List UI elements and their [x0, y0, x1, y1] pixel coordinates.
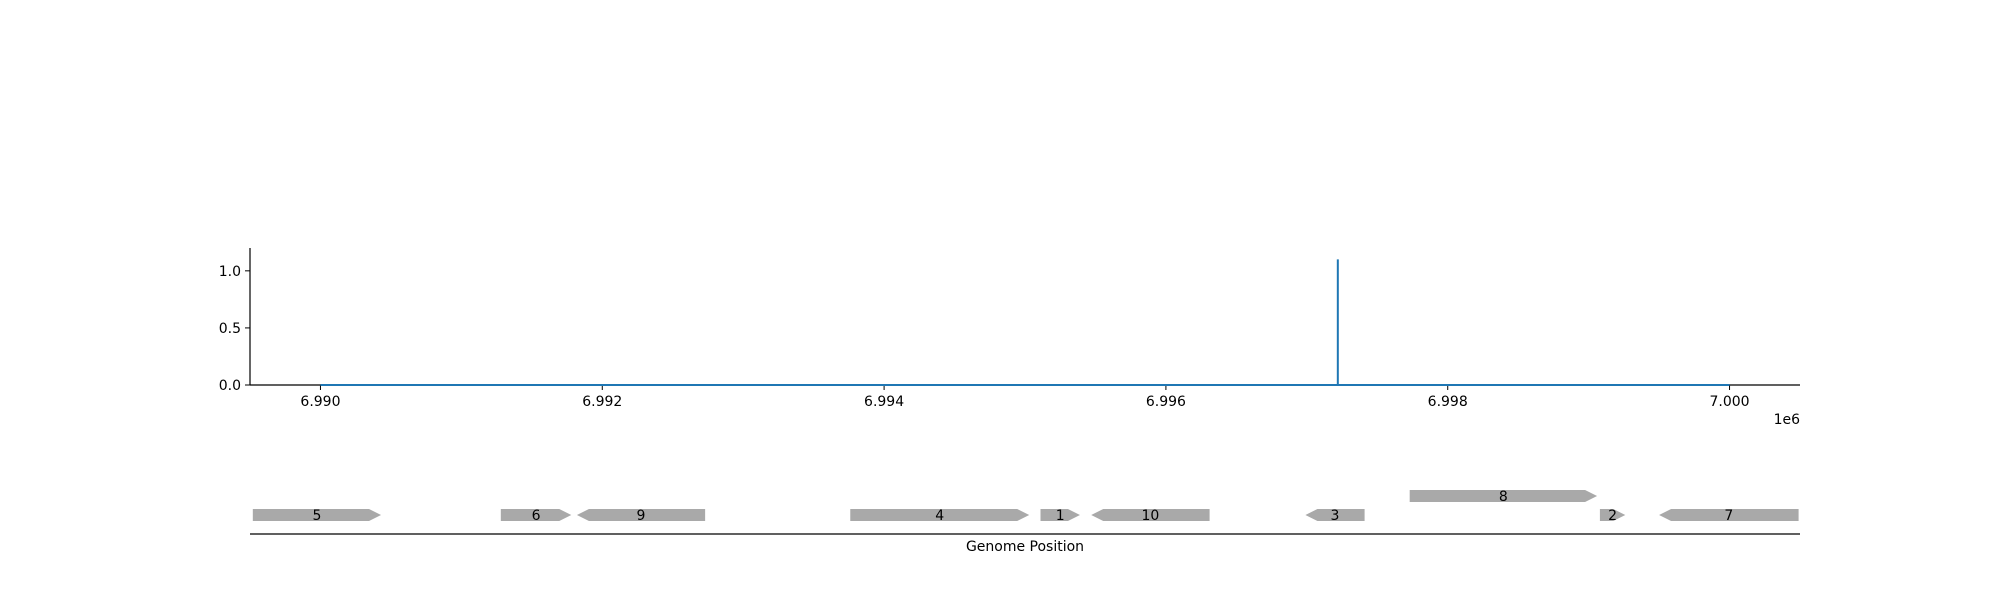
x-tick-label: 6.992 [582, 394, 622, 410]
gene-label: 8 [1499, 489, 1508, 505]
gene-arrow [1659, 509, 1799, 521]
gene-arrow [850, 509, 1030, 521]
coverage-plot: 0.0 0.5 1.0 6.990 6.992 6.994 6.996 6.998 7.000 1… [219, 248, 1800, 428]
y-tick-label: 0.0 [219, 378, 241, 394]
x-offset-label: 1e6 [1774, 412, 1801, 428]
gene-label: 4 [935, 508, 944, 524]
gene-arrow [1040, 509, 1080, 521]
gene-label: 9 [637, 508, 646, 524]
gene-label: 3 [1331, 508, 1340, 524]
y-tick-label: 1.0 [219, 264, 241, 280]
gene-arrow [252, 509, 382, 521]
gene-label: 5 [312, 508, 321, 524]
x-tick-label: 6.994 [864, 394, 904, 410]
gene-arrow [1305, 509, 1365, 521]
gene-label: 1 [1056, 508, 1065, 524]
gene-track: 5 6 9 4 1 10 3 8 2 7 Genome Position [250, 489, 1800, 555]
gene-label: 10 [1141, 508, 1159, 524]
gene-arrow [1409, 490, 1598, 502]
x-tick-label: 6.990 [300, 394, 340, 410]
y-tick-label: 0.5 [219, 321, 241, 337]
x-tick-label: 6.998 [1428, 394, 1468, 410]
gene-label: 6 [532, 508, 541, 524]
genome-position-label: Genome Position [966, 539, 1084, 555]
gene-arrow [576, 509, 706, 521]
x-tick-label: 6.996 [1146, 394, 1186, 410]
gene-label: 7 [1724, 508, 1733, 524]
x-tick-label: 7.000 [1709, 394, 1749, 410]
gene-label: 2 [1608, 508, 1617, 524]
gene-arrow [500, 509, 572, 521]
gene-arrow [1091, 509, 1210, 521]
coverage-series-line [320, 259, 1730, 386]
gene-arrow [1599, 509, 1626, 521]
